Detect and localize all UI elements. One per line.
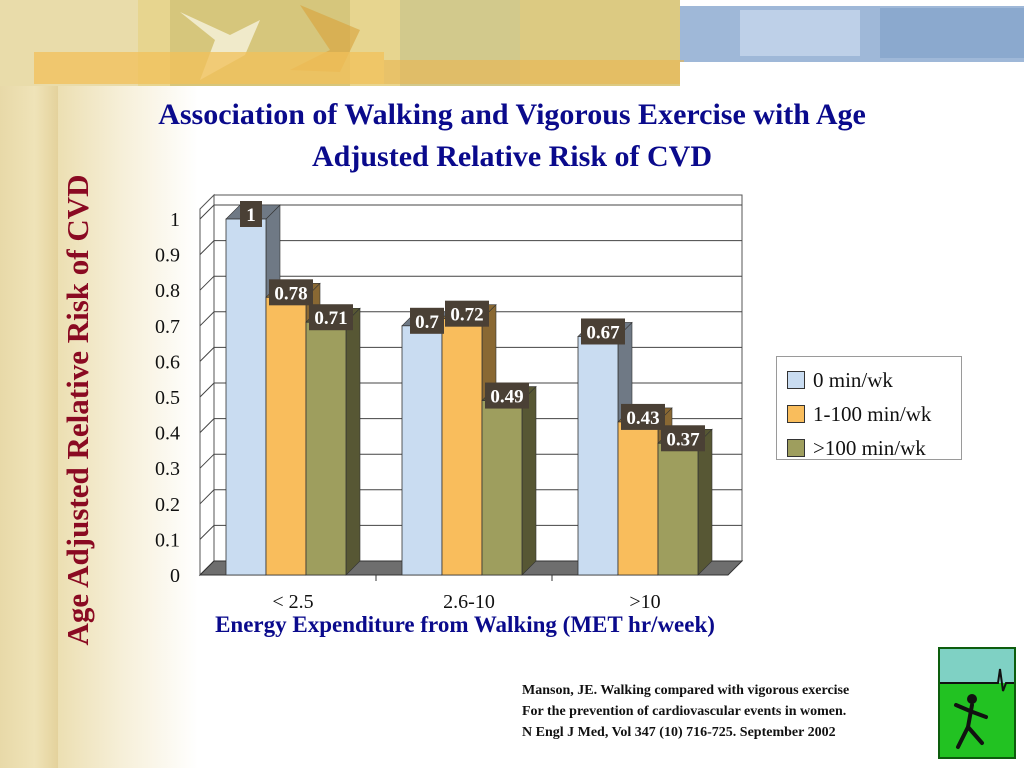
legend-item: 0 min/wk [787, 363, 961, 397]
y-tick-label: 0.5 [155, 387, 180, 409]
x-tick-label: 2.6-10 [443, 591, 495, 613]
y-tick-label: 0.9 [155, 245, 180, 267]
bar [401, 325, 443, 576]
gridline [199, 311, 742, 327]
legend-label: 0 min/wk [813, 367, 893, 392]
data-label-background [621, 403, 665, 430]
citation-line-3: N Engl J Med, Vol 347 (10) 716-725. Sept… [522, 725, 836, 740]
data-label-background [309, 304, 353, 331]
background-fade [58, 0, 198, 768]
data-label-background [240, 201, 262, 227]
data-label: 0.43 [626, 408, 659, 429]
data-label: 0.67 [586, 322, 620, 343]
citation: Manson, JE. Walking compared with vigoro… [522, 680, 932, 743]
bar [441, 318, 483, 576]
bar [225, 218, 267, 576]
parchment-background [0, 0, 58, 768]
gridline [199, 346, 742, 362]
y-tick-label: 0.6 [155, 351, 180, 373]
bar [305, 321, 347, 576]
bar [481, 400, 523, 576]
y-tick-label: 1 [170, 209, 180, 231]
bar [617, 421, 659, 576]
legend-item: 1-100 min/wk [787, 397, 961, 431]
data-label: 0.72 [450, 305, 483, 326]
bar-side [345, 307, 361, 576]
data-label: 0.49 [490, 387, 523, 408]
gridline [199, 382, 742, 398]
legend-swatch [787, 405, 805, 423]
y-tick-label: 0.2 [155, 494, 180, 516]
x-tick-label: < 2.5 [272, 591, 313, 613]
y-tick-label: 0.4 [155, 423, 180, 445]
walking-figure-logo [938, 647, 1016, 759]
legend-label: 1-100 min/wk [813, 401, 932, 426]
data-label-background [661, 425, 705, 452]
data-label: 0.71 [314, 308, 347, 329]
gridline [199, 524, 742, 540]
legend-label: >100 min/wk [813, 435, 926, 460]
gridline [199, 489, 742, 505]
data-label: 1 [246, 205, 256, 226]
bar [657, 442, 699, 576]
data-label: 0.78 [274, 283, 307, 304]
data-label-background [269, 279, 313, 306]
y-tick-label: 0.8 [155, 280, 180, 302]
chart-legend: 0 min/wk 1-100 min/wk >100 min/wk [776, 356, 962, 460]
x-tick-label: >10 [629, 591, 660, 613]
gridline [199, 204, 742, 220]
slide-title: Association of Walking and Vigorous Exer… [60, 94, 964, 178]
y-tick-label: 0 [170, 565, 180, 587]
legend-swatch [787, 439, 805, 457]
bar [265, 296, 307, 576]
data-label-background [581, 318, 625, 345]
gridline [199, 453, 742, 469]
y-tick-label: 0.7 [155, 316, 180, 338]
decorative-banner [0, 0, 1024, 86]
gridline [199, 275, 742, 291]
bar [577, 336, 619, 576]
gridline [199, 240, 742, 255]
data-label-background [445, 300, 489, 327]
x-axis-title: Energy Expenditure from Walking (MET hr/… [215, 612, 715, 637]
data-label: 0.37 [666, 429, 700, 450]
y-tick-label: 0.3 [155, 458, 180, 480]
citation-line-1: Manson, JE. Walking compared with vigoro… [522, 683, 850, 698]
data-label-background [485, 382, 529, 409]
title-line-2: Adjusted Relative Risk of CVD [312, 140, 712, 173]
data-label: 0.7 [415, 312, 439, 333]
legend-item: >100 min/wk [787, 431, 961, 465]
citation-line-2: For the prevention of cardiovascular eve… [522, 704, 847, 719]
title-line-1: Association of Walking and Vigorous Exer… [158, 98, 866, 131]
y-tick-label: 0.1 [155, 529, 180, 551]
data-label-background [410, 307, 444, 334]
bar-side [521, 385, 537, 576]
gridline [199, 418, 742, 433]
legend-swatch [787, 371, 805, 389]
